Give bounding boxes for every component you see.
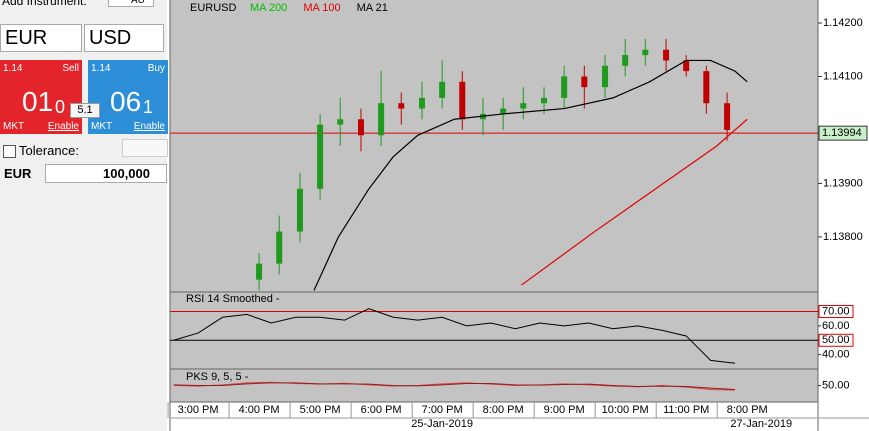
rsi-tick-box — [818, 333, 854, 347]
candle-body — [398, 103, 405, 109]
buy-price: 1.14 — [91, 63, 111, 74]
candle-body — [256, 263, 263, 280]
candle-body — [622, 55, 629, 66]
add-label: Add Instrument: — [2, 0, 87, 8]
buy-enable[interactable]: Enable — [133, 121, 165, 132]
candle-body — [337, 119, 344, 125]
sell-price: 1.14 — [3, 63, 23, 74]
sell-tile[interactable]: 1.14 Sell 01 0 MKT Enable — [0, 60, 82, 134]
candle-body — [500, 108, 507, 114]
y-tick-label: 1.14100 — [823, 70, 863, 82]
price-axis-background — [818, 0, 869, 431]
candle-body — [602, 65, 609, 88]
candle-body — [378, 103, 385, 136]
candle-body — [581, 76, 588, 88]
candle-body — [642, 49, 649, 56]
amount-input[interactable]: 100,000 — [45, 164, 167, 183]
pks-tick-label: 50.00 — [822, 379, 850, 391]
rsi-tick-label: 70.00 — [822, 305, 850, 317]
x-tick-label: 7:00 PM — [422, 404, 463, 416]
candle-body — [317, 124, 324, 189]
base-select[interactable]: EUR — [0, 24, 82, 52]
sell-small: 0 — [55, 97, 66, 117]
candle-body — [459, 81, 466, 120]
rsi-line — [173, 308, 736, 364]
buy-tile[interactable]: 1.14 Buy 06 1 MKT Enable — [88, 60, 168, 134]
rsi-tick-box — [818, 305, 854, 319]
x-tick-label: 4:00 PM — [239, 404, 280, 416]
candle-body — [296, 188, 303, 232]
sell-big: 01 — [22, 86, 54, 117]
current-price-box — [818, 125, 868, 141]
sell-enable[interactable]: Enable — [47, 121, 79, 132]
candle-body — [520, 103, 527, 109]
candle-body — [561, 76, 568, 98]
x-tick-label: 6:00 PM — [361, 404, 402, 416]
add-instrument[interactable]: AU — [108, 0, 154, 7]
ma-line — [521, 118, 748, 286]
rsi-tick-label: 50.00 — [822, 334, 850, 346]
x-tick-label: 5:00 PM — [300, 404, 341, 416]
legend-entry: MA 200 — [250, 2, 287, 14]
sell-mode: MKT — [3, 121, 25, 132]
x-tick-label: 8:00 PM — [483, 404, 524, 416]
buy-mode: MKT — [91, 121, 113, 132]
candle-body — [439, 81, 446, 98]
candle-body — [663, 49, 670, 61]
date-label: 25-Jan-2019 — [411, 418, 473, 430]
buy-side: Buy — [147, 63, 165, 74]
amount-currency: EUR — [4, 166, 32, 181]
candle-body — [724, 103, 731, 130]
candle-body — [419, 97, 425, 109]
legend-entry: MA 100 — [303, 2, 340, 14]
spread: 5.1 — [70, 103, 100, 118]
x-tick-label: 3:00 PM — [178, 404, 219, 416]
order-panel: Add Instrument: AU EUR USD 1.14 Sell 01 … — [0, 0, 168, 431]
buy-big: 06 — [110, 86, 142, 117]
sell-side: Sell — [62, 63, 79, 74]
candle-body — [683, 60, 690, 72]
ma-line — [313, 59, 748, 291]
chart: 1.14200 1.14100 1.13900 1.13800 1.13994 EURUS… — [167, 0, 869, 431]
date-label: 27-Jan-2019 — [730, 418, 792, 430]
tolerance-checkbox[interactable] — [3, 145, 16, 158]
candle-body — [703, 71, 710, 104]
x-tick-label: 10:00 PM — [602, 404, 649, 416]
x-tick-label: 8:00 PM — [727, 404, 768, 416]
pks-title: PKS 9, 5, 5 - — [186, 371, 249, 383]
tolerance-input[interactable] — [122, 139, 168, 157]
x-tick-label: 9:00 PM — [544, 404, 585, 416]
candle-body — [357, 119, 364, 136]
y-tick-label: 1.14200 — [823, 17, 863, 29]
candle-body — [276, 231, 283, 264]
rsi-title: RSI 14 Smoothed - — [186, 293, 280, 305]
x-tick-label: 11:00 PM — [663, 404, 709, 416]
legend-entry: MA 21 — [357, 2, 388, 14]
plot-background — [170, 0, 818, 402]
pks-line — [173, 382, 736, 390]
symbol: EURUSD — [190, 2, 237, 14]
y-tick-label: 1.13900 — [823, 177, 863, 189]
quote-select[interactable]: USD — [84, 24, 164, 52]
candle-body — [541, 97, 548, 104]
current-price-label: 1.13994 — [822, 127, 862, 139]
rsi-tick-label: 40.00 — [822, 349, 850, 361]
rsi-tick-label: 60.00 — [822, 320, 850, 332]
buy-small: 1 — [143, 97, 154, 117]
tolerance-label: Tolerance: — [19, 143, 79, 158]
y-tick-label: 1.13800 — [823, 231, 863, 243]
